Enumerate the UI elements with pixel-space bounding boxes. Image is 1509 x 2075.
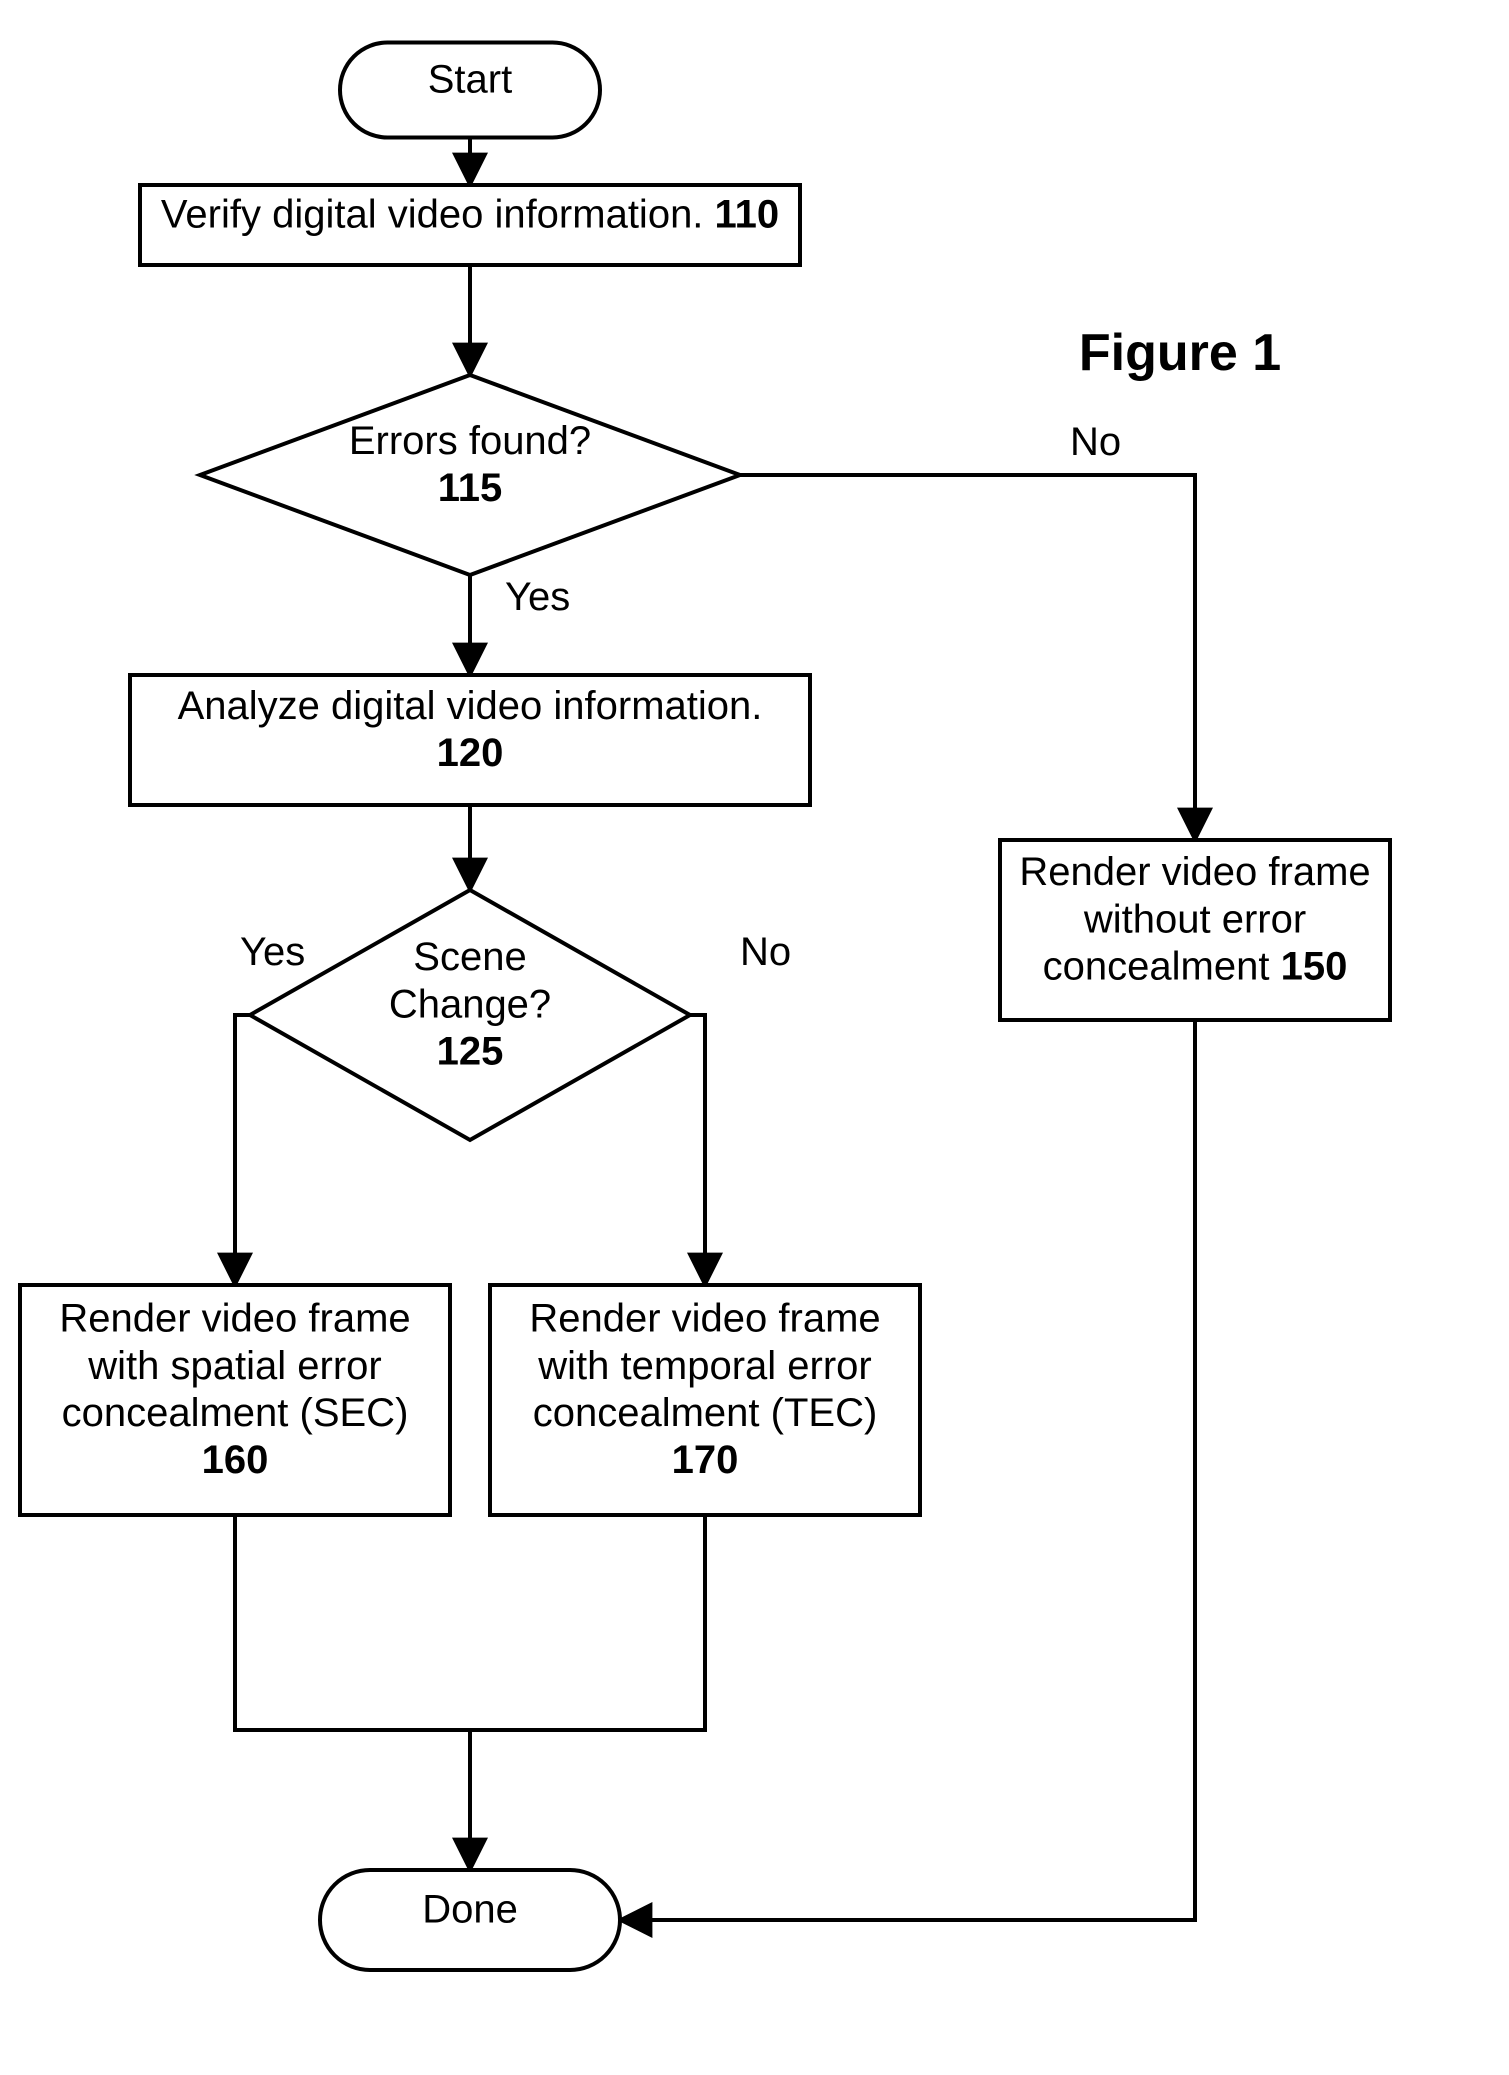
node-scene-line-1: Change? bbox=[389, 982, 551, 1026]
node-sec-line-0: Render video frame bbox=[59, 1297, 410, 1341]
node-sec-line-3: 160 bbox=[202, 1438, 269, 1482]
edge-label-6: No bbox=[740, 930, 791, 974]
node-analyze-line-0: Analyze digital video information. bbox=[178, 684, 763, 728]
edge-6 bbox=[690, 1015, 705, 1285]
node-noerr: Render video framewithout errorconcealme… bbox=[1000, 840, 1390, 1020]
node-tec-line-3: 170 bbox=[672, 1438, 739, 1482]
edge-5 bbox=[235, 1015, 250, 1285]
node-analyze: Analyze digital video information.120 bbox=[130, 675, 810, 805]
node-start: Start bbox=[340, 43, 600, 138]
node-noerr-line-1: without error bbox=[1083, 897, 1306, 941]
edge-label-2: Yes bbox=[505, 575, 570, 619]
node-done-line-0: Done bbox=[422, 1887, 518, 1931]
node-tec-line-1: with temporal error bbox=[537, 1344, 871, 1388]
node-errors-line-1: 115 bbox=[438, 466, 503, 510]
edge-8 bbox=[470, 1515, 705, 1730]
node-verify: Verify digital video information. 110 bbox=[140, 185, 800, 265]
node-sec: Render video framewith spatial errorconc… bbox=[20, 1285, 450, 1515]
node-scene: SceneChange?125 bbox=[250, 890, 690, 1140]
node-tec-line-2: concealment (TEC) bbox=[533, 1391, 878, 1435]
node-sec-line-2: concealment (SEC) bbox=[62, 1391, 409, 1435]
edge-label-3: No bbox=[1070, 420, 1121, 464]
node-start-line-0: Start bbox=[428, 57, 512, 101]
node-sec-line-1: with spatial error bbox=[87, 1344, 381, 1388]
node-noerr-line-2: concealment 150 bbox=[1043, 945, 1348, 989]
node-done: Done bbox=[320, 1870, 620, 1970]
figure-title: Figure 1 bbox=[1079, 324, 1281, 382]
node-noerr-line-0: Render video frame bbox=[1019, 850, 1370, 894]
node-tec-line-0: Render video frame bbox=[529, 1297, 880, 1341]
node-scene-line-0: Scene bbox=[413, 935, 526, 979]
edge-7 bbox=[235, 1515, 470, 1870]
node-errors: Errors found?115 bbox=[200, 375, 740, 575]
node-analyze-line-1: 120 bbox=[437, 731, 504, 775]
edge-label-5: Yes bbox=[240, 930, 305, 974]
node-tec: Render video framewith temporal errorcon… bbox=[490, 1285, 920, 1515]
node-errors-line-0: Errors found? bbox=[349, 419, 591, 463]
node-scene-line-2: 125 bbox=[437, 1030, 504, 1074]
node-verify-line-0: Verify digital video information. 110 bbox=[161, 192, 779, 236]
